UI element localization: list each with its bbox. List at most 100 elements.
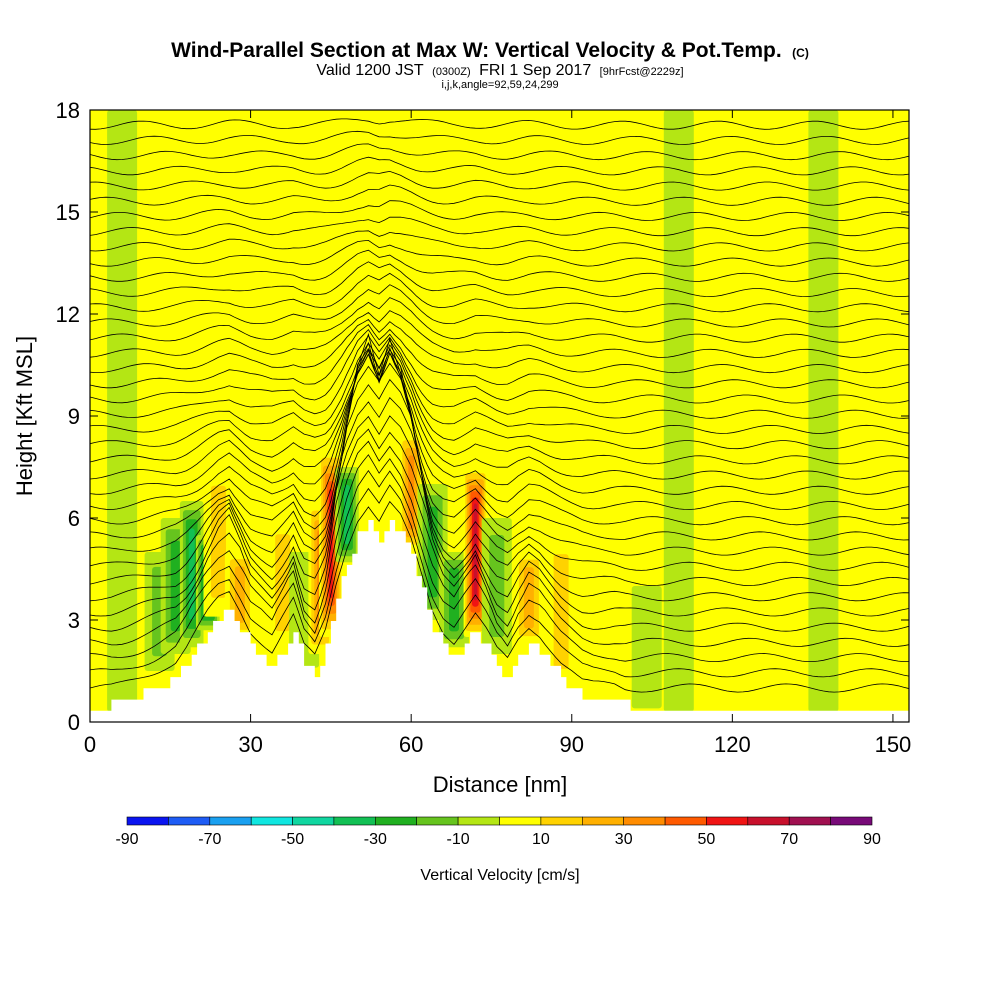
colorbar-tick-label: 90 [863,831,881,848]
theta-contour [90,352,909,480]
y-tick-label: 18 [56,98,80,123]
colorbar-swatch [416,816,459,826]
x-tick-label: 150 [875,732,912,757]
colorbar-tick-labels: -90 -70 -50 -30 -10 10 30 50 70 90 [115,831,881,848]
valid-utc-label: (0300Z) [432,66,471,78]
theta-contour [90,428,909,617]
y-tick-label: 6 [68,506,80,531]
theta-contour [90,484,909,678]
theta-contour [90,469,909,662]
colorbar-swatch [374,816,417,826]
y-axis: 0 3 6 9 12 15 18 [56,98,909,735]
colorbar-swatch [664,816,707,826]
velocity-cell [856,110,887,712]
chart-title-suffix: (C) [792,46,809,60]
theta-contour [90,362,909,556]
theta-contour [90,200,909,222]
velocity-cell [234,566,245,623]
forecast-tag-label: [9hrFcst@2229z] [600,66,684,78]
x-tick-label: 60 [399,732,423,757]
velocity-cell [760,586,791,712]
colorbar-swatch [830,816,873,826]
theta-contour [90,170,909,191]
potential-temperature-contours [90,118,909,693]
velocity-cell [344,484,350,545]
theta-contour [90,239,909,267]
velocity-feature [808,110,839,712]
theta-contour [90,130,909,145]
colorbar-tick-label: -10 [447,831,470,848]
theta-contour [90,261,909,298]
velocity-feature [760,586,791,712]
y-tick-label: 12 [56,302,80,327]
colorbar-swatch [581,816,624,826]
theta-contour [90,143,909,161]
theta-contour [90,297,909,343]
theta-contour [90,378,909,571]
y-axis-label: Height [Kft MSL] [12,336,37,496]
theta-contour [90,184,909,206]
velocity-cell [188,528,195,620]
velocity-feature [514,552,544,644]
x-tick-label: 30 [238,732,262,757]
theta-contour [90,397,909,587]
theta-contour [90,230,909,252]
colorbar-swatch [623,816,666,826]
theta-contour [90,341,909,511]
theta-contour [90,118,909,130]
theta-contour [90,156,909,176]
velocity-feature [107,110,138,712]
colorbar [126,816,873,826]
colorbar-tick-label: -30 [364,831,387,848]
velocity-feature [631,586,662,709]
chart-subtitle-line: Valid 1200 JST (0300Z) FRI 1 Sep 2017 [9… [316,62,683,79]
theta-contour [90,318,909,374]
theta-contour [90,216,909,237]
theta-contour [90,349,909,495]
theta-contour [90,310,909,358]
colorbar-tick-label: 50 [698,831,716,848]
x-tick-label: 0 [84,732,96,757]
valid-date-label: FRI 1 Sep 2017 [479,62,591,79]
colorbar-swatch [706,816,749,826]
colorbar-tick-label: 30 [615,831,633,848]
theta-contour [90,328,909,404]
velocity-feature [856,110,887,712]
colorbar-swatch [540,816,583,826]
velocity-cell [523,567,534,629]
theta-contour [90,344,909,450]
x-tick-label: 90 [560,732,584,757]
colorbar-swatch [457,816,500,826]
colorbar-tick-label: 70 [780,831,798,848]
velocity-cell [107,110,138,712]
chart-title-line: Wind-Parallel Section at Max W: Vertical… [171,39,809,62]
theta-contour [90,284,909,328]
x-axis: 0 30 60 90 120 150 [84,110,911,757]
theta-contour [90,348,909,465]
grid-indices-label: i,j,k,angle=92,59,24,299 [441,79,558,91]
theta-contour [90,324,909,389]
velocity-feature [481,518,512,654]
colorbar-swatch [747,816,790,826]
theta-contour [90,440,909,632]
x-tick-label: 120 [714,732,751,757]
colorbar-tick-label: -50 [281,831,304,848]
theta-contour [90,347,909,541]
colorbar-swatch [209,816,252,826]
y-tick-label: 9 [68,404,80,429]
theta-contour [90,500,909,693]
velocity-cell [663,110,694,712]
velocity-feature [399,433,423,552]
y-tick-label: 3 [68,608,80,633]
theta-contour [90,332,909,526]
colorbar-swatch [250,816,293,826]
colorbar-tick-label: 10 [532,831,550,848]
valid-time-label: Valid 1200 JST [316,62,424,79]
colorbar-swatch [292,816,335,826]
colorbar-swatch [126,816,169,826]
colorbar-tick-label: -70 [198,831,221,848]
velocity-cell [408,455,415,530]
colorbar-swatch [333,816,376,826]
theta-contour [90,415,909,602]
